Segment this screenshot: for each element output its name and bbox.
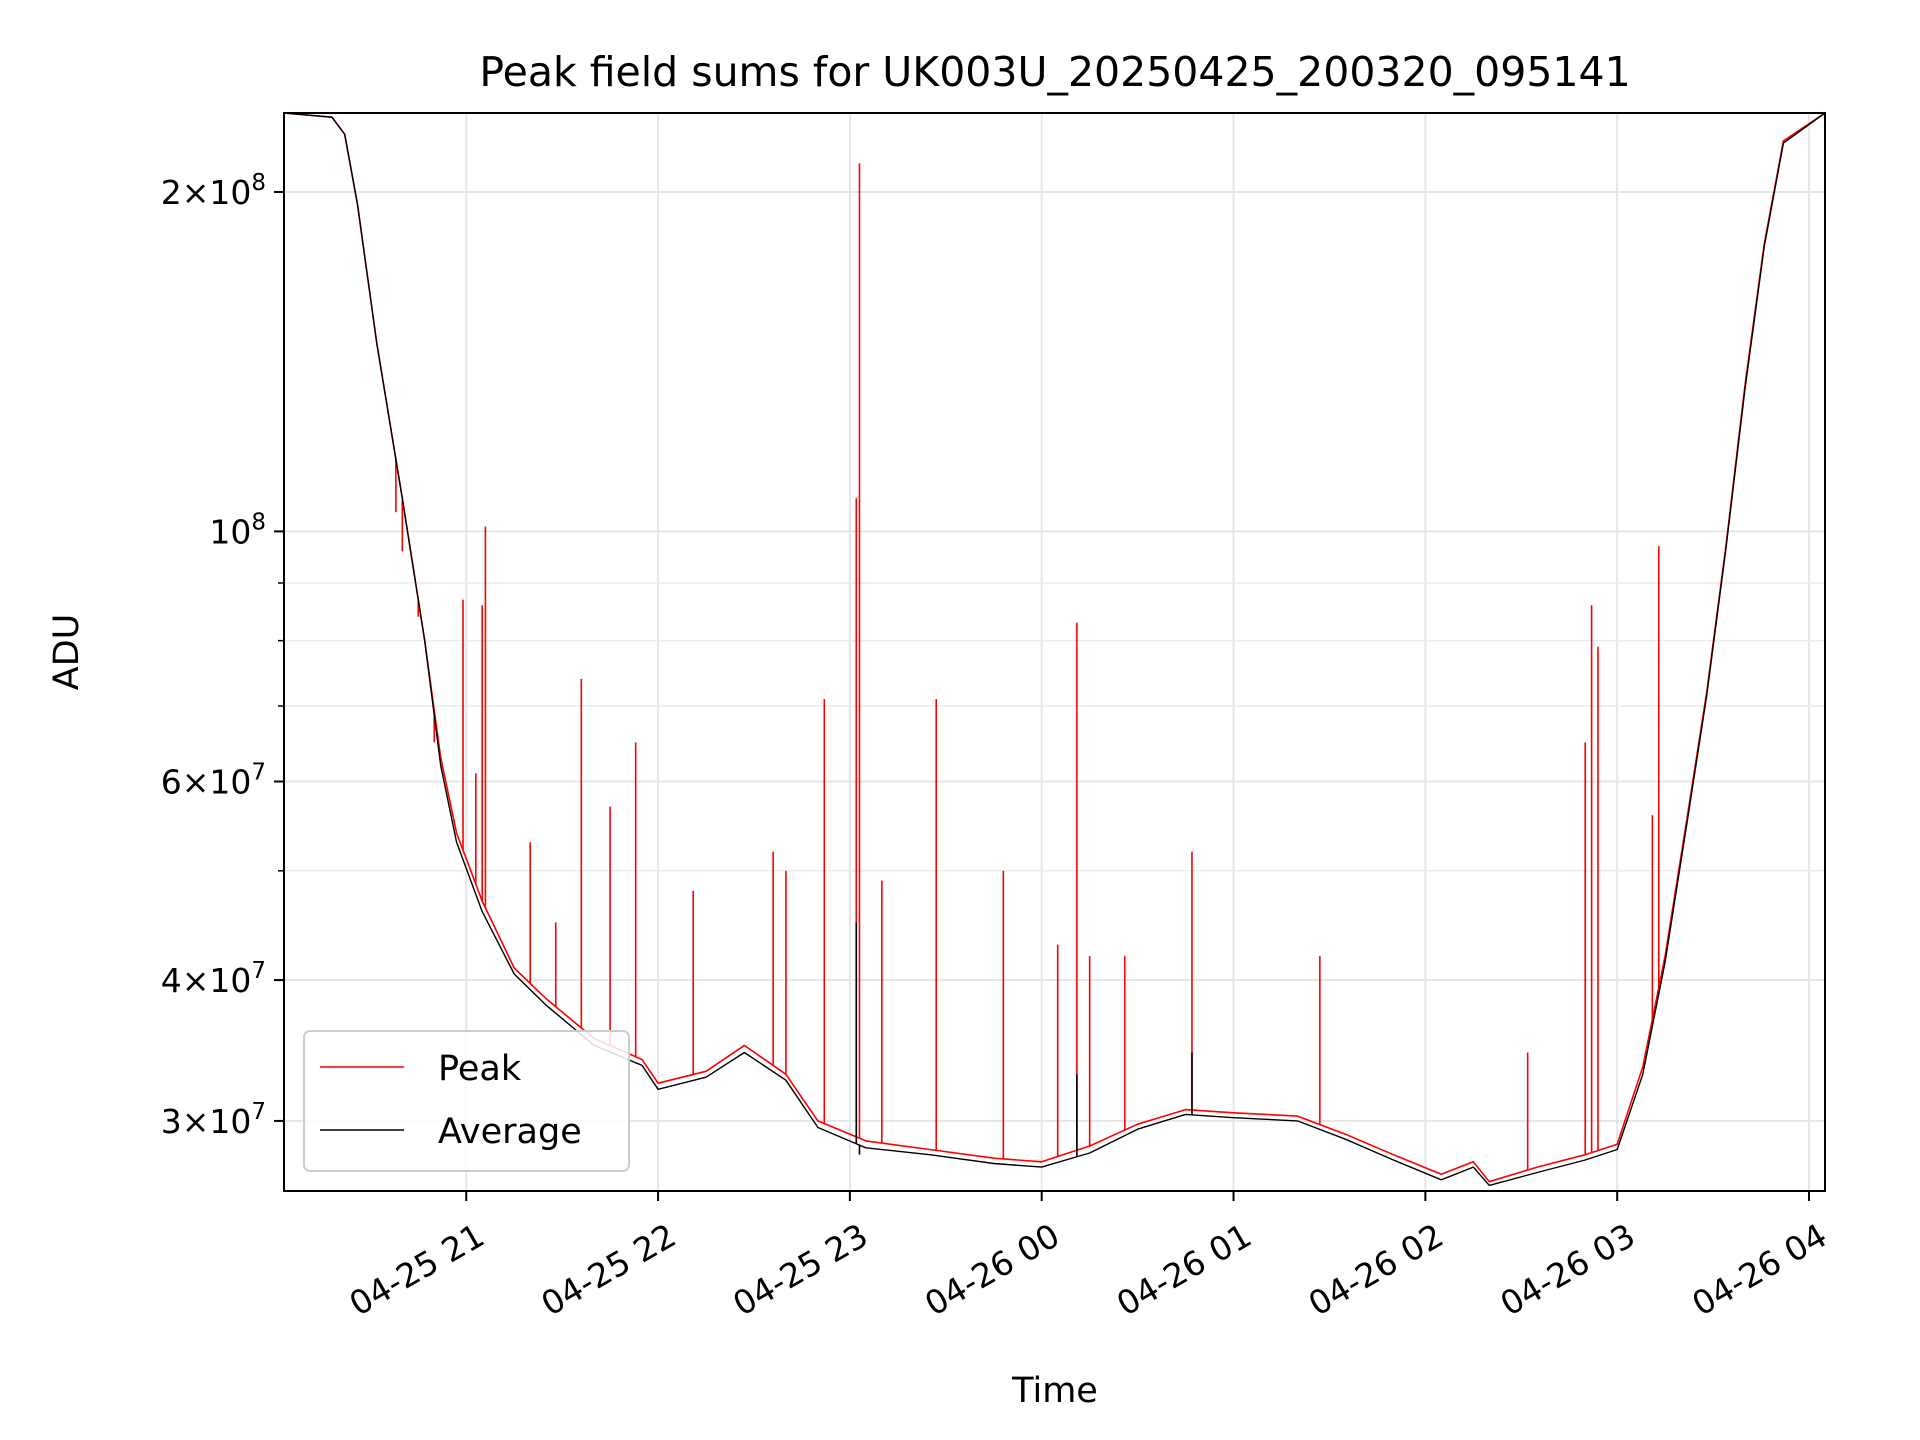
y-tick-label: 6×107 xyxy=(161,760,266,802)
legend: Peak Average xyxy=(303,1030,630,1172)
legend-box xyxy=(303,1030,630,1172)
series-line-peak xyxy=(284,113,1825,1183)
y-axis-title: ADU xyxy=(47,614,87,691)
x-axis-title: Time xyxy=(1011,1371,1098,1411)
y-tick-label: 108 xyxy=(209,509,266,551)
series-layer xyxy=(284,113,1825,1187)
y-tick-label: 4×107 xyxy=(161,958,266,1000)
y-tick-label: 3×107 xyxy=(161,1099,266,1141)
grid-lines xyxy=(284,113,1825,1191)
series-line-average xyxy=(284,113,1825,1187)
legend-label-peak: Peak xyxy=(438,1049,522,1089)
chart-title: Peak field sums for UK003U_20250425_2003… xyxy=(479,48,1630,96)
legend-label-average: Average xyxy=(438,1112,582,1152)
plot-frame xyxy=(283,112,1826,1192)
y-tick-label: 2×108 xyxy=(161,170,266,212)
